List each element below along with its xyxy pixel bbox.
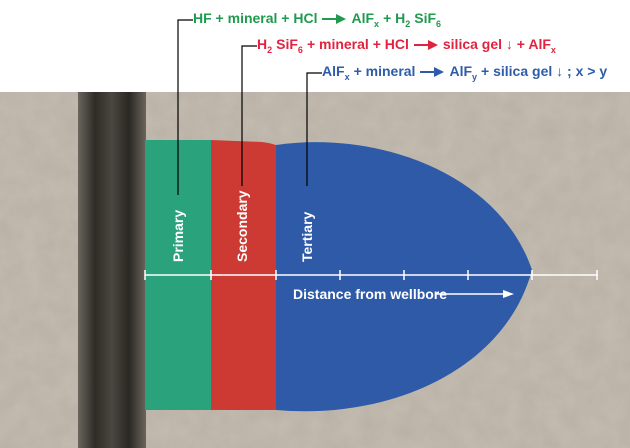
- term-text: silica gel ↓ + AlF: [442, 36, 551, 52]
- equation-side: AlFy + silica gel ↓ ; x > y: [449, 63, 607, 82]
- term: SiF6: [276, 36, 303, 55]
- equation: H2 SiF6 + mineral + HCl silica gel ↓ + AlFx: [257, 36, 556, 55]
- subscript: 2: [405, 18, 411, 29]
- term-text: + silica gel ↓ ; x > y: [481, 63, 608, 79]
- term: + mineral + HCl: [307, 36, 409, 52]
- equation-side: AlFx + mineral: [322, 63, 415, 82]
- zone-label: Primary: [170, 210, 186, 262]
- reaction-arrow: [413, 40, 438, 51]
- equation-side: H2 SiF6 + mineral + HCl: [257, 36, 409, 55]
- subscript: x: [374, 18, 380, 29]
- equation-side: AlFx + H2 SiF6: [351, 10, 441, 29]
- axis-label: Distance from wellbore: [293, 286, 447, 302]
- arrow-head: [427, 40, 438, 51]
- term: + silica gel ↓ ; x > y: [481, 63, 607, 79]
- zone-label: Tertiary: [299, 211, 315, 262]
- term: silica gel ↓ + AlFx: [442, 36, 556, 55]
- term-text: HF + mineral + HCl: [193, 10, 318, 26]
- subscript: x: [550, 44, 556, 55]
- equation: HF + mineral + HCl AlFx + H2 SiF6: [193, 10, 441, 29]
- axis: [144, 270, 598, 295]
- subscript: x: [344, 71, 350, 82]
- leader-lines: [177, 19, 322, 195]
- equation: AlFx + mineral AlFy + silica gel ↓ ; x > y: [322, 63, 607, 82]
- subscript: 6: [297, 44, 303, 55]
- term-text: + H: [383, 10, 406, 26]
- term: H2: [257, 36, 273, 55]
- subscript: y: [472, 71, 478, 82]
- term: + mineral: [354, 63, 416, 79]
- term: HF + mineral + HCl: [193, 10, 317, 26]
- term-text: SiF: [276, 36, 298, 52]
- term-text: AlF: [351, 10, 375, 26]
- subscript: 2: [267, 44, 273, 55]
- term: + H2: [383, 10, 411, 29]
- subscript: 6: [436, 18, 442, 29]
- term-text: AlF: [322, 63, 345, 79]
- term-text: + mineral: [353, 63, 416, 79]
- term: AlFx: [351, 10, 380, 29]
- wellbore: [78, 92, 146, 448]
- zone-label: Secondary: [234, 190, 250, 262]
- term: AlFx: [322, 63, 350, 82]
- term: AlFy: [449, 63, 478, 82]
- arrow-head: [336, 14, 347, 25]
- reaction-arrow: [420, 67, 445, 78]
- term-text: H: [257, 36, 268, 52]
- term-text: SiF: [414, 10, 437, 26]
- arrow-head: [434, 67, 445, 78]
- term: SiF6: [414, 10, 442, 29]
- term-text: + mineral + HCl: [306, 36, 409, 52]
- equation-side: silica gel ↓ + AlFx: [443, 36, 556, 55]
- term-text: AlF: [449, 63, 473, 79]
- equation-side: HF + mineral + HCl: [193, 10, 317, 26]
- axis-arrow: [503, 290, 514, 298]
- reaction-arrow: [322, 14, 347, 25]
